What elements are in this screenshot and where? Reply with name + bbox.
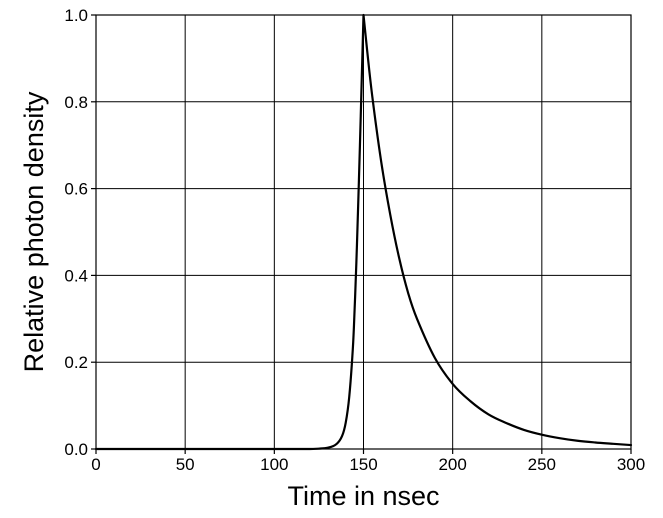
y-axis-title: Relative photon density bbox=[19, 91, 49, 372]
y-tick-labels: 0.0 0.2 0.4 0.6 0.8 1.0 bbox=[64, 6, 88, 459]
grid-lines bbox=[96, 15, 631, 449]
y-tick-label: 0.8 bbox=[64, 93, 88, 112]
photon-density-curve bbox=[94, 13, 633, 451]
x-tick-label: 150 bbox=[349, 455, 377, 474]
x-tick-label: 200 bbox=[438, 455, 466, 474]
x-tick-label: 100 bbox=[260, 455, 288, 474]
x-tick-label: 50 bbox=[176, 455, 195, 474]
x-tick-labels: 0 50 100 150 200 250 300 bbox=[91, 455, 645, 474]
y-tick-label: 0.0 bbox=[64, 440, 88, 459]
x-axis-title: Time in nsec bbox=[287, 481, 439, 511]
x-tick-label: 0 bbox=[91, 455, 100, 474]
x-tick-label: 300 bbox=[617, 455, 645, 474]
y-tick-label: 1.0 bbox=[64, 6, 88, 25]
y-tick-label: 0.6 bbox=[64, 180, 88, 199]
y-tick-label: 0.2 bbox=[64, 353, 88, 372]
x-tick-label: 250 bbox=[528, 455, 556, 474]
y-tick-label: 0.4 bbox=[64, 266, 88, 285]
